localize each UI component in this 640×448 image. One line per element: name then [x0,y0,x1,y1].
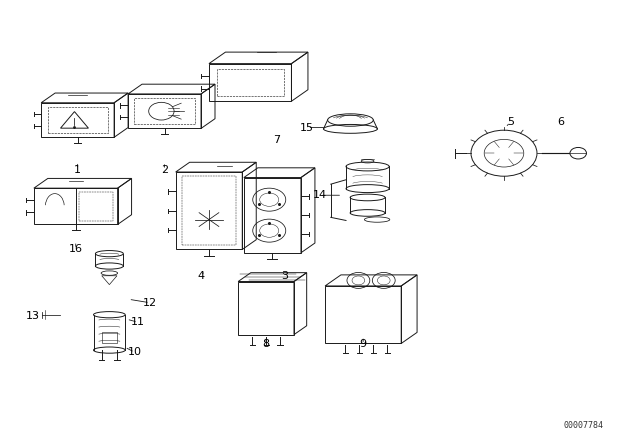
Text: 7: 7 [273,135,280,145]
Text: 9: 9 [360,339,367,349]
Text: 5: 5 [507,117,514,127]
Text: 12: 12 [143,298,157,308]
Text: 8: 8 [262,339,269,349]
Text: 16: 16 [68,244,83,254]
Text: 2: 2 [161,165,168,175]
Text: 13: 13 [26,311,40,321]
Text: 6: 6 [557,117,564,127]
Text: 00007784: 00007784 [563,421,604,430]
Text: 3: 3 [282,271,289,281]
Text: 15: 15 [300,123,314,133]
Text: 4: 4 [198,271,205,281]
Text: 14: 14 [313,190,327,200]
Text: 10: 10 [128,347,141,358]
Text: 1: 1 [74,164,81,175]
Text: 11: 11 [131,317,145,327]
